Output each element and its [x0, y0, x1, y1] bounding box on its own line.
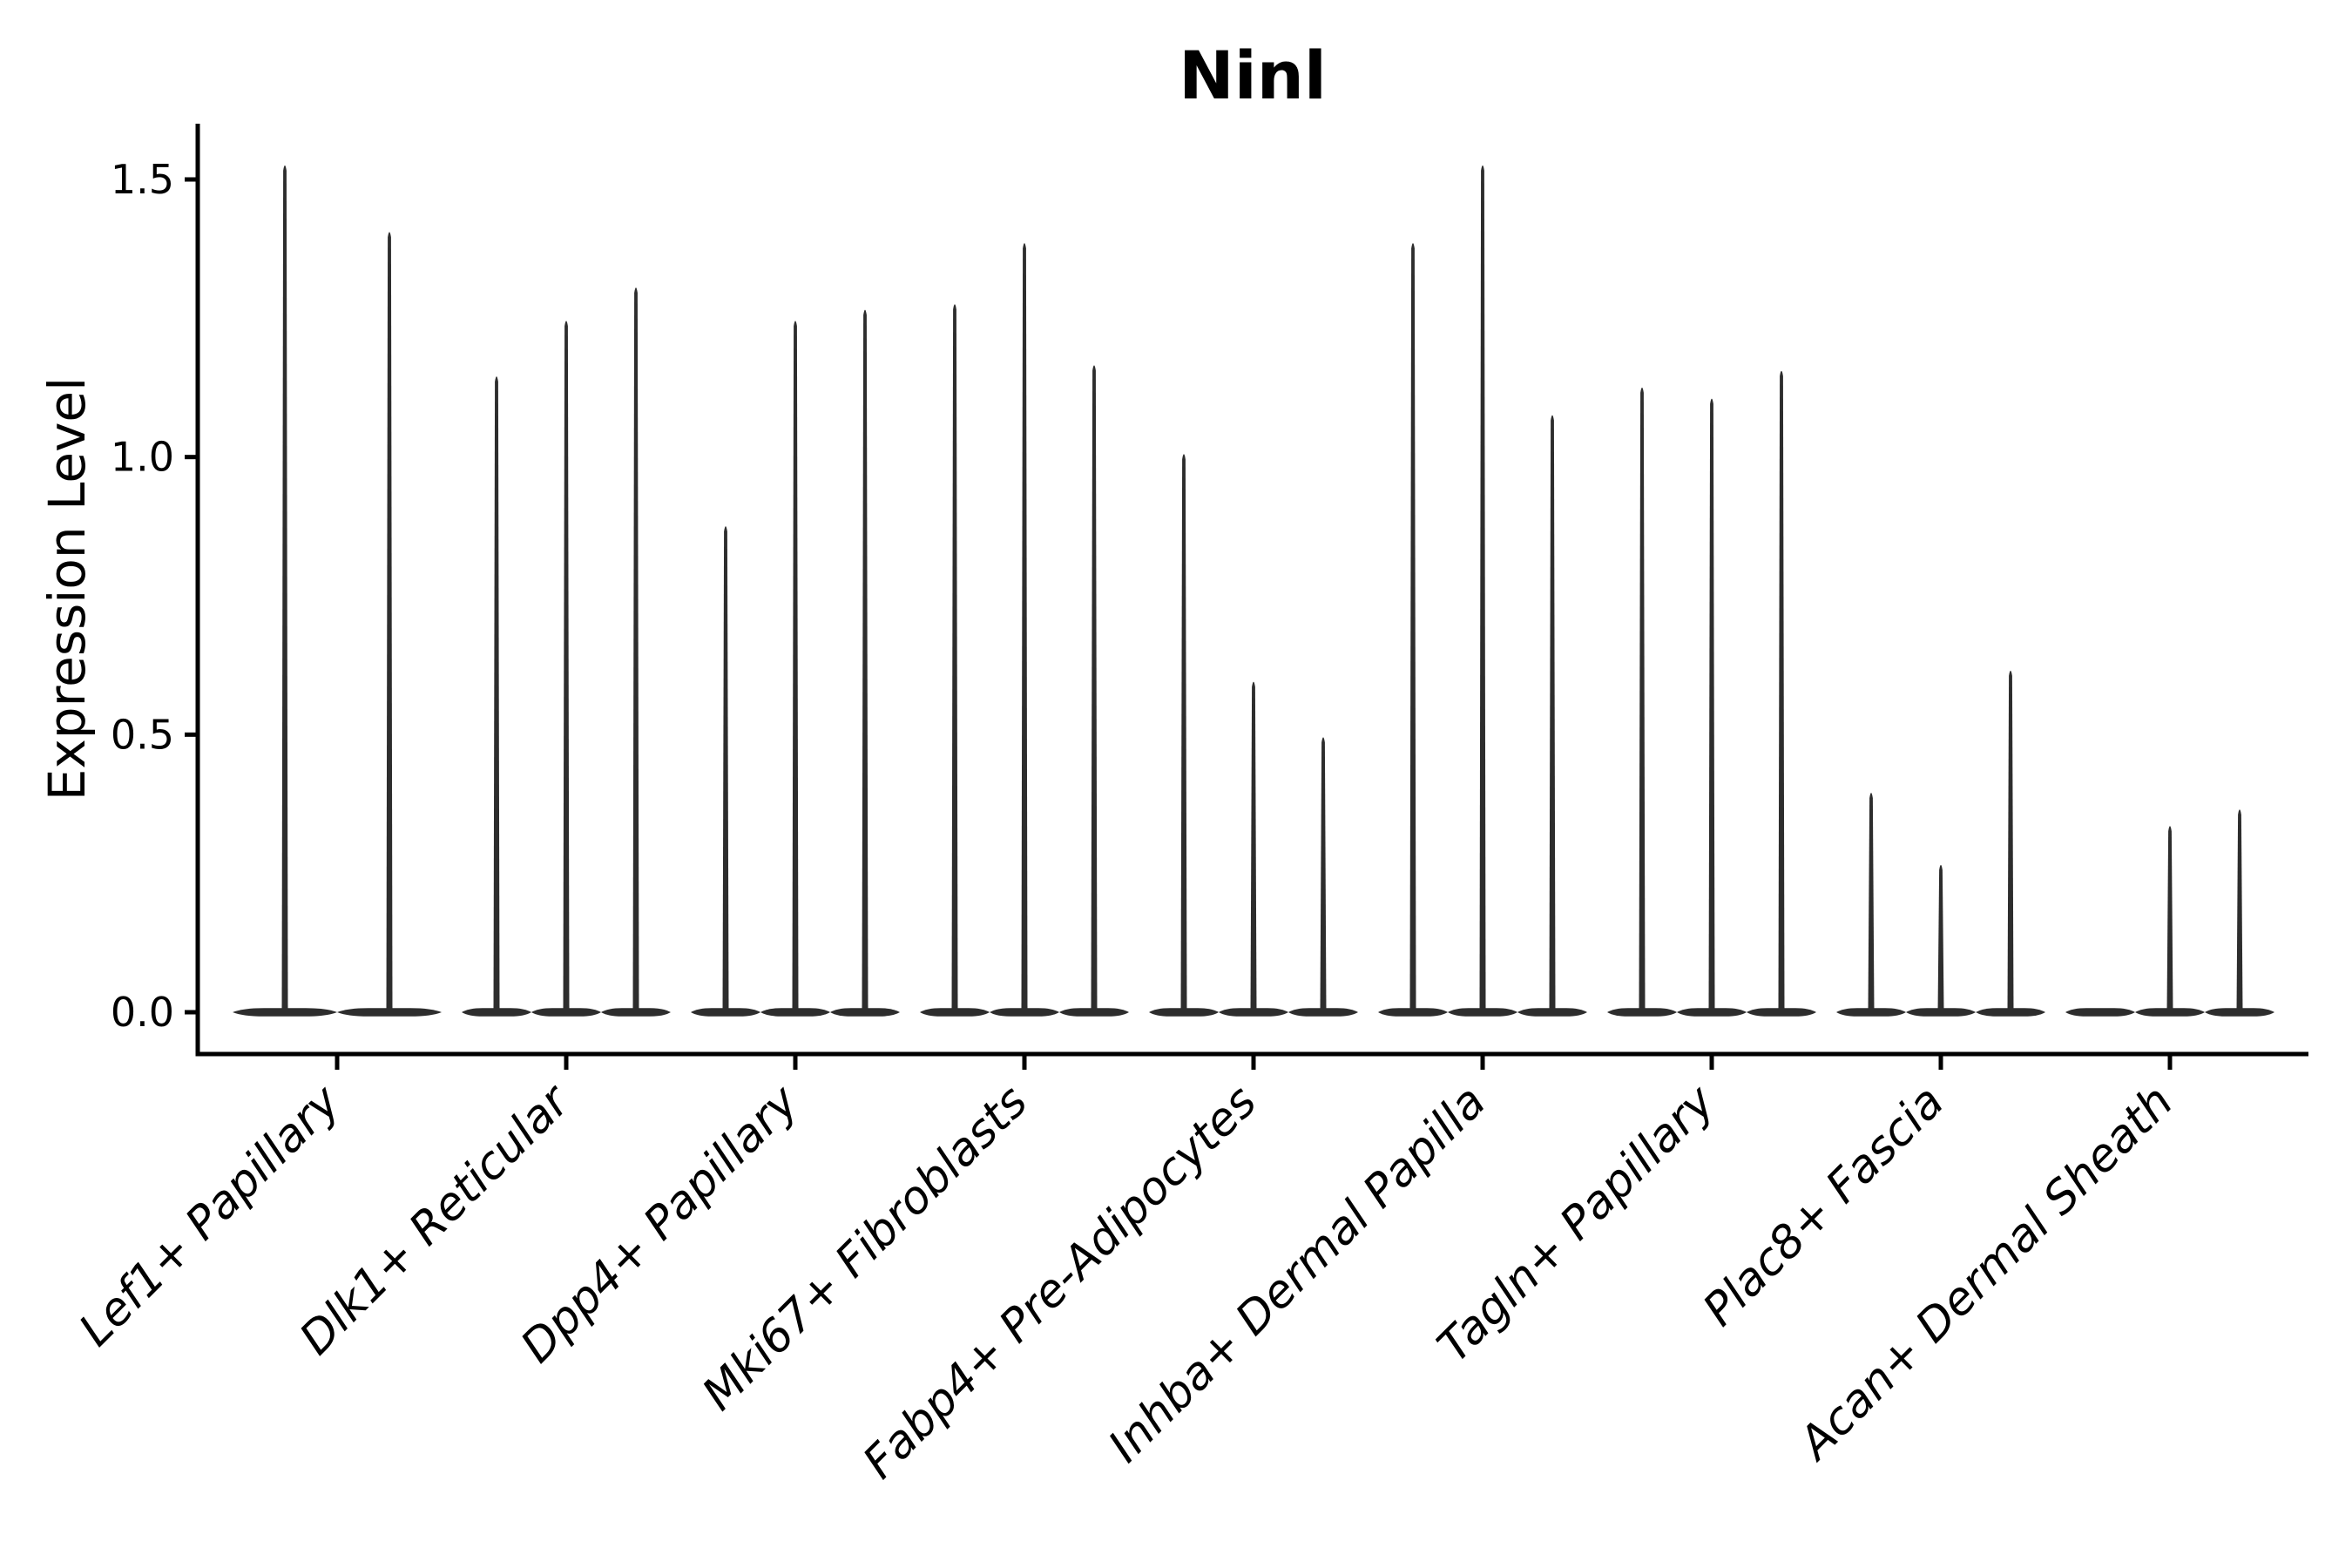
- y-tick-label: 0.0: [111, 989, 174, 1036]
- violin-spike: [1250, 681, 1257, 1012]
- violin-spike: [281, 165, 288, 1012]
- violin-spike: [1708, 398, 1715, 1012]
- violin-spike: [951, 304, 958, 1012]
- x-tick-label: Plac8+ Fascia: [1693, 1076, 1954, 1336]
- violin-spike: [792, 321, 799, 1012]
- violin-spike: [1868, 793, 1875, 1012]
- y-axis-label: Expression Level: [37, 376, 97, 801]
- y-tick-label: 1.0: [111, 434, 174, 481]
- violin-spike: [2007, 670, 2014, 1012]
- violin-spike: [632, 287, 639, 1013]
- violin-spike: [493, 376, 500, 1012]
- x-tick-label: Inhba+ Dermal Papilla: [1098, 1076, 1496, 1473]
- violin-spike: [1778, 370, 1785, 1012]
- violin-spike: [2236, 809, 2243, 1012]
- violin-spike: [862, 309, 868, 1012]
- violin-spike: [563, 321, 570, 1012]
- y-tick-label: 0.5: [111, 711, 174, 758]
- violin-spike: [722, 526, 729, 1012]
- y-tick-label: 1.5: [111, 156, 174, 203]
- chart-title: Ninl: [1179, 37, 1327, 114]
- violin-spike: [386, 232, 393, 1012]
- violin-base: [2065, 1008, 2135, 1017]
- violin-spike: [1091, 365, 1098, 1012]
- violin-spike: [1320, 737, 1327, 1012]
- violin-spike: [1549, 415, 1556, 1012]
- x-tick-label: Fabp4+ Pre-Adipocytes: [854, 1076, 1267, 1490]
- violin-spike: [2166, 826, 2173, 1012]
- violin-spike: [1479, 165, 1486, 1012]
- x-tick-label: Acan+ Dermal Sheath: [1788, 1076, 2183, 1471]
- violin-spike: [1409, 243, 1416, 1012]
- violin-spike: [1180, 454, 1187, 1012]
- violin-spike: [1021, 243, 1028, 1012]
- violin-spike: [1639, 387, 1646, 1012]
- violin-spike: [1937, 864, 1944, 1012]
